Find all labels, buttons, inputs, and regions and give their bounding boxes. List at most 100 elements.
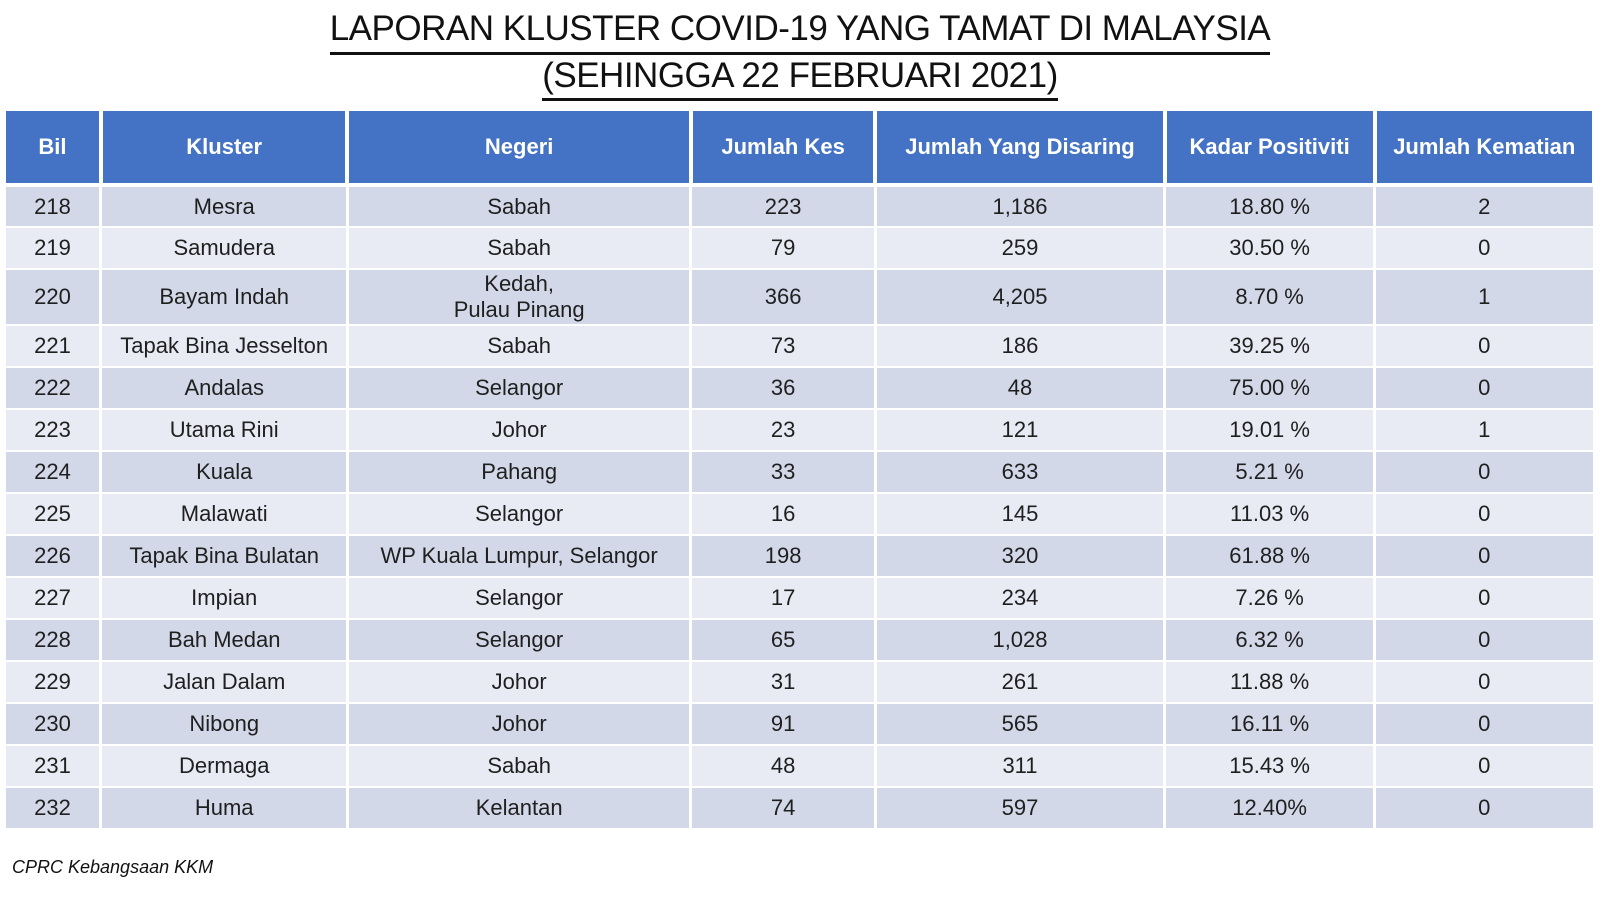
cell-kadar-positiviti: 11.88 % [1163,660,1377,705]
cell-bil: 231 [2,744,103,789]
cell-negeri: Sabah [345,226,693,271]
cell-jumlah-kes: 223 [689,184,877,229]
cell-kluster: Dermaga [99,744,349,789]
cell-jumlah-kematian: 1 [1373,268,1596,327]
table-row: 231 Dermaga Sabah 48 311 15.43 % 0 [2,744,1596,789]
table-row: 229 Jalan Dalam Johor 31 261 11.88 % 0 [2,660,1596,705]
cell-jumlah-kes: 33 [689,450,877,495]
cell-bil: 226 [2,534,103,579]
cell-kadar-positiviti: 5.21 % [1163,450,1377,495]
table-row: 220 Bayam Indah Kedah, Pulau Pinang 366 … [2,268,1596,327]
cell-negeri: Johor [345,660,693,705]
table-row: 224 Kuala Pahang 33 633 5.21 % 0 [2,450,1596,495]
cell-jumlah-yang-disaring: 311 [873,744,1167,789]
column-header-kluster: Kluster [98,107,350,188]
table-row: 218 Mesra Sabah 223 1,186 18.80 % 2 [2,184,1596,229]
cell-kluster: Nibong [99,702,349,747]
cell-bil: 227 [2,576,103,621]
cell-jumlah-yang-disaring: 145 [873,492,1167,537]
cell-negeri: Johor [345,408,693,453]
table-row: 226 Tapak Bina Bulatan WP Kuala Lumpur, … [2,534,1596,579]
cell-jumlah-kes: 31 [689,660,877,705]
cell-kadar-positiviti: 12.40% [1163,786,1377,831]
cell-kluster: Jalan Dalam [99,660,349,705]
cell-jumlah-kes: 366 [689,268,877,327]
cell-negeri: Sabah [345,184,693,229]
cell-kadar-positiviti: 30.50 % [1163,226,1377,271]
cell-kadar-positiviti: 7.26 % [1163,576,1377,621]
table-row: 219 Samudera Sabah 79 259 30.50 % 0 [2,226,1596,271]
column-header-negeri: Negeri [345,107,693,188]
cell-jumlah-yang-disaring: 1,028 [873,618,1167,663]
cell-bil: 220 [2,268,103,327]
cell-jumlah-yang-disaring: 186 [873,324,1167,369]
cell-kadar-positiviti: 15.43 % [1163,744,1377,789]
cell-jumlah-kes: 74 [689,786,877,831]
cell-negeri: Selangor [345,366,693,411]
header-row: Bil Kluster Negeri Jumlah Kes Jumlah Yan… [2,107,1597,188]
cell-negeri: Selangor [345,492,693,537]
cell-bil: 229 [2,660,103,705]
cell-kluster: Tapak Bina Bulatan [99,534,349,579]
cell-jumlah-yang-disaring: 48 [873,366,1167,411]
cell-negeri: Sabah [345,324,693,369]
cell-jumlah-kematian: 0 [1373,534,1596,579]
cell-kluster: Malawati [99,492,349,537]
cell-negeri: Johor [345,702,693,747]
cell-kluster: Utama Rini [99,408,349,453]
table-row: 223 Utama Rini Johor 23 121 19.01 % 1 [2,408,1596,453]
cell-jumlah-kematian: 0 [1373,786,1596,831]
cell-kadar-positiviti: 75.00 % [1163,366,1377,411]
column-header-jumlah-yang-disaring: Jumlah Yang Disaring [873,107,1167,188]
cell-jumlah-yang-disaring: 320 [873,534,1167,579]
table-header: Bil Kluster Negeri Jumlah Kes Jumlah Yan… [2,107,1597,188]
cell-jumlah-yang-disaring: 234 [873,576,1167,621]
cell-jumlah-kes: 36 [689,366,877,411]
cell-jumlah-kes: 198 [689,534,877,579]
table-row: 228 Bah Medan Selangor 65 1,028 6.32 % 0 [2,618,1596,663]
cell-bil: 219 [2,226,103,271]
cell-kluster: Kuala [99,450,349,495]
column-header-jumlah-kes: Jumlah Kes [688,107,878,188]
cell-jumlah-kematian: 0 [1373,702,1596,747]
table-row: 230 Nibong Johor 91 565 16.11 % 0 [2,702,1596,747]
cell-jumlah-yang-disaring: 4,205 [873,268,1167,327]
table-row: 227 Impian Selangor 17 234 7.26 % 0 [2,576,1596,621]
cell-kluster: Bah Medan [99,618,349,663]
cell-kluster: Andalas [99,366,349,411]
cell-jumlah-kes: 17 [689,576,877,621]
cell-negeri: Kedah, Pulau Pinang [345,268,693,327]
cell-kluster: Huma [99,786,349,831]
cell-jumlah-yang-disaring: 259 [873,226,1167,271]
cell-jumlah-yang-disaring: 633 [873,450,1167,495]
cell-bil: 228 [2,618,103,663]
cell-jumlah-kes: 91 [689,702,877,747]
cell-jumlah-kematian: 0 [1373,324,1596,369]
table-row: 221 Tapak Bina Jesselton Sabah 73 186 39… [2,324,1596,369]
cell-negeri: Selangor [345,618,693,663]
table-body: 218 Mesra Sabah 223 1,186 18.80 % 2 219 … [2,184,1596,831]
cell-negeri: WP Kuala Lumpur, Selangor [345,534,693,579]
cell-negeri: Sabah [345,744,693,789]
cell-jumlah-yang-disaring: 261 [873,660,1167,705]
cell-bil: 224 [2,450,103,495]
cell-kluster: Mesra [99,184,349,229]
cell-jumlah-kes: 23 [689,408,877,453]
cell-kluster: Impian [99,576,349,621]
cell-jumlah-kematian: 2 [1373,184,1596,229]
table-row: 222 Andalas Selangor 36 48 75.00 % 0 [2,366,1596,411]
cell-jumlah-kematian: 0 [1373,226,1596,271]
cell-kadar-positiviti: 39.25 % [1163,324,1377,369]
cell-kadar-positiviti: 61.88 % [1163,534,1377,579]
cell-jumlah-kes: 48 [689,744,877,789]
cell-jumlah-kematian: 1 [1373,408,1596,453]
cell-negeri: Pahang [345,450,693,495]
table-row: 225 Malawati Selangor 16 145 11.03 % 0 [2,492,1596,537]
cell-bil: 225 [2,492,103,537]
cell-jumlah-kes: 16 [689,492,877,537]
column-header-bil: Bil [2,107,103,188]
title-line-2: (SEHINGGA 22 FEBRUARI 2021) [542,55,1058,102]
cell-kluster: Tapak Bina Jesselton [99,324,349,369]
column-header-jumlah-kematian: Jumlah Kematian [1372,107,1597,188]
